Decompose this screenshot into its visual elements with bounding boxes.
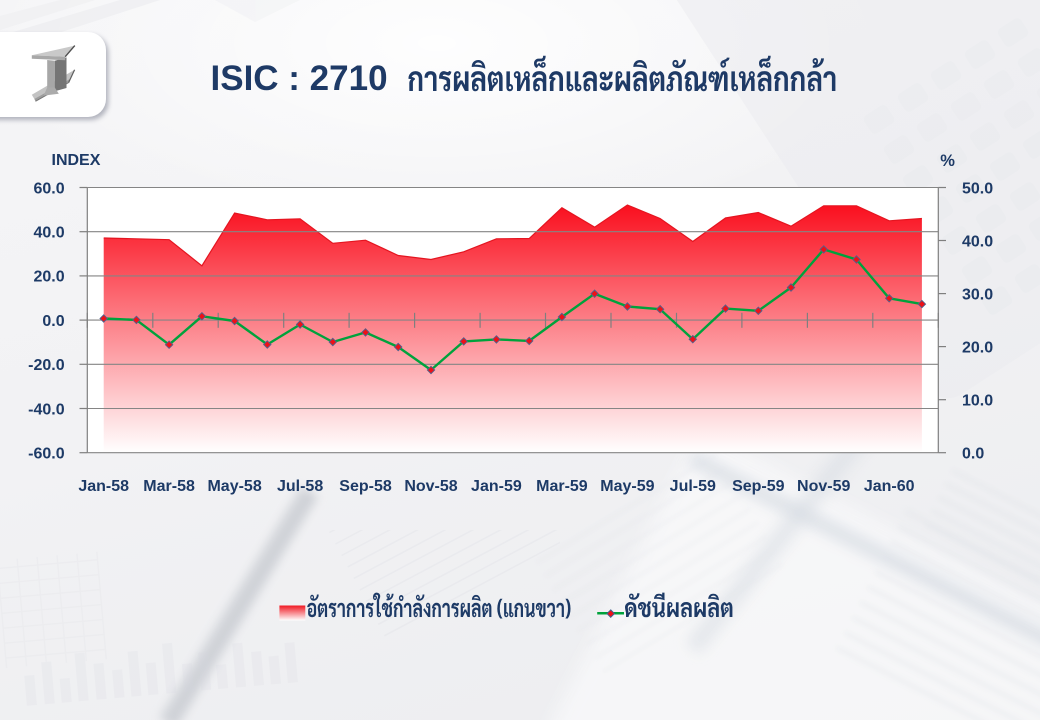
svg-text:20.0: 20.0 (962, 339, 993, 356)
svg-text:Nov-58: Nov-58 (404, 478, 457, 495)
svg-text:10.0: 10.0 (962, 393, 993, 410)
svg-text:Jan-60: Jan-60 (864, 478, 915, 495)
svg-text:30.0: 30.0 (962, 286, 993, 303)
svg-text:0.0: 0.0 (962, 446, 984, 463)
svg-text:Sep-58: Sep-58 (339, 478, 392, 495)
svg-text:Mar-58: Mar-58 (143, 478, 195, 495)
svg-text:-20.0: -20.0 (28, 357, 65, 374)
svg-text:60.0: 60.0 (33, 180, 64, 197)
svg-text:-60.0: -60.0 (28, 446, 65, 463)
svg-text:20.0: 20.0 (33, 269, 64, 286)
svg-text:Sep-59: Sep-59 (732, 478, 785, 495)
svg-text:Nov-59: Nov-59 (797, 478, 850, 495)
svg-text:40.0: 40.0 (962, 233, 993, 250)
svg-text:50.0: 50.0 (962, 180, 993, 197)
svg-text:INDEX: INDEX (52, 152, 101, 169)
svg-text:May-59: May-59 (600, 478, 654, 495)
svg-text:Jul-59: Jul-59 (670, 478, 716, 495)
svg-text:-40.0: -40.0 (28, 401, 65, 418)
svg-text:40.0: 40.0 (33, 225, 64, 242)
svg-text:Jan-58: Jan-58 (78, 478, 129, 495)
svg-text:Mar-59: Mar-59 (536, 478, 588, 495)
svg-text:%: % (940, 152, 955, 170)
svg-text:May-58: May-58 (207, 478, 261, 495)
svg-text:Jul-58: Jul-58 (277, 478, 323, 495)
svg-text:0.0: 0.0 (42, 313, 64, 330)
svg-text:Jan-59: Jan-59 (471, 478, 522, 495)
